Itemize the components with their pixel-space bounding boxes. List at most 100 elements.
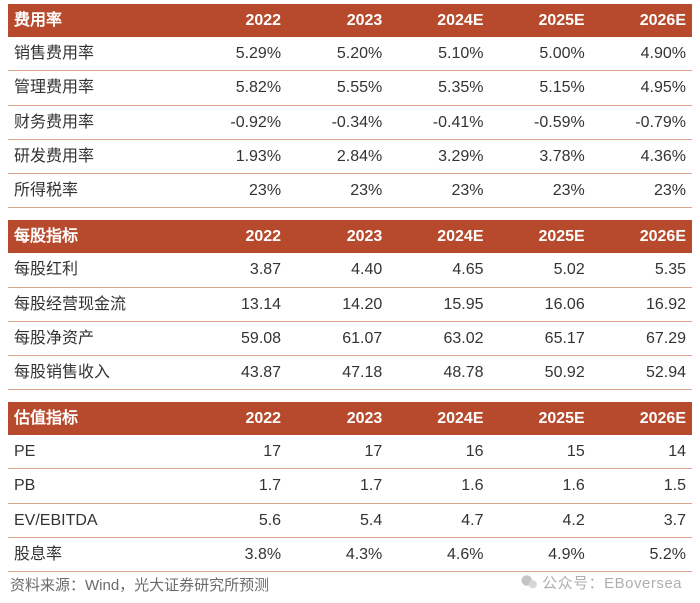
cell-value: 16.06: [490, 287, 591, 321]
data-table: 每股指标202220232024E2025E2026E每股红利3.874.404…: [8, 220, 692, 390]
year-header: 2024E: [388, 402, 489, 435]
cell-value: 4.7: [388, 503, 489, 537]
table-row: PB1.71.71.61.61.5: [8, 469, 692, 503]
cell-value: 67.29: [591, 321, 692, 355]
table-row: 每股销售收入43.8747.1848.7850.9252.94: [8, 355, 692, 389]
cell-value: -0.92%: [186, 105, 287, 139]
cell-value: 47.18: [287, 355, 388, 389]
section-title: 估值指标: [8, 402, 186, 435]
table-row: PE1717161514: [8, 435, 692, 469]
cell-value: 5.02: [490, 253, 591, 287]
table-row: 每股红利3.874.404.655.025.35: [8, 253, 692, 287]
cell-value: 23%: [287, 173, 388, 207]
cell-value: 4.36%: [591, 139, 692, 173]
cell-value: 15: [490, 435, 591, 469]
cell-value: 23%: [186, 173, 287, 207]
year-header: 2022: [186, 402, 287, 435]
year-header: 2026E: [591, 402, 692, 435]
row-label: PB: [8, 469, 186, 503]
year-header: 2024E: [388, 220, 489, 253]
cell-value: 14.20: [287, 287, 388, 321]
row-label: PE: [8, 435, 186, 469]
cell-value: 3.7: [591, 503, 692, 537]
cell-value: 5.15%: [490, 71, 591, 105]
row-label: 销售费用率: [8, 37, 186, 71]
cell-value: 4.3%: [287, 537, 388, 571]
cell-value: 1.6: [490, 469, 591, 503]
row-label: 管理费用率: [8, 71, 186, 105]
cell-value: 1.6: [388, 469, 489, 503]
cell-value: 59.08: [186, 321, 287, 355]
cell-value: -0.79%: [591, 105, 692, 139]
cell-value: 3.29%: [388, 139, 489, 173]
section-title: 每股指标: [8, 220, 186, 253]
cell-value: 1.7: [186, 469, 287, 503]
cell-value: 3.87: [186, 253, 287, 287]
cell-value: 2.84%: [287, 139, 388, 173]
cell-value: 5.35: [591, 253, 692, 287]
cell-value: 23%: [388, 173, 489, 207]
data-table: 估值指标202220232024E2025E2026EPE1717161514P…: [8, 402, 692, 572]
table-row: 销售费用率5.29%5.20%5.10%5.00%4.90%: [8, 37, 692, 71]
cell-value: 23%: [591, 173, 692, 207]
row-label: 每股经营现金流: [8, 287, 186, 321]
table-row: 所得税率23%23%23%23%23%: [8, 173, 692, 207]
cell-value: -0.59%: [490, 105, 591, 139]
source-line: 资料来源：Wind，光大证券研究所预测: [8, 574, 692, 595]
cell-value: 17: [287, 435, 388, 469]
year-header: 2022: [186, 220, 287, 253]
row-label: 每股销售收入: [8, 355, 186, 389]
section-2: 估值指标202220232024E2025E2026EPE1717161514P…: [8, 402, 692, 572]
cell-value: 16: [388, 435, 489, 469]
year-header: 2025E: [490, 4, 591, 37]
table-row: 财务费用率-0.92%-0.34%-0.41%-0.59%-0.79%: [8, 105, 692, 139]
cell-value: 1.93%: [186, 139, 287, 173]
section-1: 每股指标202220232024E2025E2026E每股红利3.874.404…: [8, 220, 692, 390]
cell-value: 15.95: [388, 287, 489, 321]
row-label: 每股净资产: [8, 321, 186, 355]
year-header: 2023: [287, 220, 388, 253]
cell-value: 5.35%: [388, 71, 489, 105]
cell-value: 3.8%: [186, 537, 287, 571]
row-label: 股息率: [8, 537, 186, 571]
row-label: EV/EBITDA: [8, 503, 186, 537]
year-header: 2025E: [490, 402, 591, 435]
cell-value: 4.90%: [591, 37, 692, 71]
year-header: 2026E: [591, 4, 692, 37]
cell-value: 61.07: [287, 321, 388, 355]
section-0: 费用率202220232024E2025E2026E销售费用率5.29%5.20…: [8, 4, 692, 208]
cell-value: 14: [591, 435, 692, 469]
year-header: 2024E: [388, 4, 489, 37]
cell-value: 5.00%: [490, 37, 591, 71]
year-header: 2026E: [591, 220, 692, 253]
cell-value: 52.94: [591, 355, 692, 389]
table-row: 每股经营现金流13.1414.2015.9516.0616.92: [8, 287, 692, 321]
cell-value: 63.02: [388, 321, 489, 355]
cell-value: 5.20%: [287, 37, 388, 71]
cell-value: 5.2%: [591, 537, 692, 571]
cell-value: 13.14: [186, 287, 287, 321]
cell-value: 5.10%: [388, 37, 489, 71]
year-header: 2023: [287, 4, 388, 37]
cell-value: 5.82%: [186, 71, 287, 105]
cell-value: 43.87: [186, 355, 287, 389]
table-row: 股息率3.8%4.3%4.6%4.9%5.2%: [8, 537, 692, 571]
cell-value: 5.6: [186, 503, 287, 537]
cell-value: 3.78%: [490, 139, 591, 173]
year-header: 2022: [186, 4, 287, 37]
year-header: 2025E: [490, 220, 591, 253]
cell-value: 16.92: [591, 287, 692, 321]
cell-value: 17: [186, 435, 287, 469]
cell-value: 4.9%: [490, 537, 591, 571]
cell-value: 4.40: [287, 253, 388, 287]
section-title: 费用率: [8, 4, 186, 37]
cell-value: 4.6%: [388, 537, 489, 571]
cell-value: 50.92: [490, 355, 591, 389]
table-row: 研发费用率1.93%2.84%3.29%3.78%4.36%: [8, 139, 692, 173]
cell-value: 5.55%: [287, 71, 388, 105]
tables-container: 费用率202220232024E2025E2026E销售费用率5.29%5.20…: [0, 0, 700, 603]
table-row: 管理费用率5.82%5.55%5.35%5.15%4.95%: [8, 71, 692, 105]
data-table: 费用率202220232024E2025E2026E销售费用率5.29%5.20…: [8, 4, 692, 208]
cell-value: -0.34%: [287, 105, 388, 139]
cell-value: 1.7: [287, 469, 388, 503]
